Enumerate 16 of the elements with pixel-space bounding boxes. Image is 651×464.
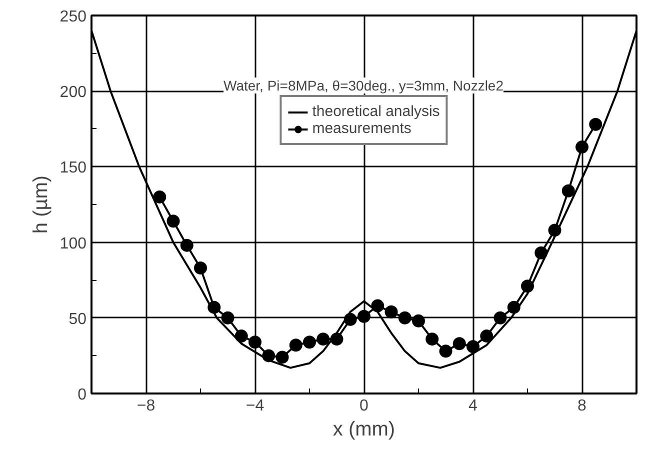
y-tick-label: 200 (60, 84, 87, 102)
annotation: Water, Pi=8MPa, θ=30deg., y=3mm, Nozzle2 (223, 78, 504, 94)
x-tick-label: 8 (578, 398, 587, 414)
y-tick-label: 50 (68, 310, 87, 328)
y-tick-label: 100 (60, 235, 87, 252)
y-tick-label: 150 (60, 160, 87, 177)
y-tick-label: 250 (60, 8, 87, 26)
y-axis-title: h (µm) (30, 175, 52, 234)
x-tick-label: −8 (136, 398, 156, 414)
x-axis-title: x (mm) (332, 418, 396, 440)
y-tick-label: 0 (78, 386, 87, 404)
legend-label: theoretical analysis (312, 103, 440, 120)
legend-label: measurements (312, 120, 412, 137)
x-tick-label: −4 (246, 398, 264, 414)
x-tick-label: 4 (468, 398, 478, 414)
x-tick-label: 0 (360, 398, 369, 414)
